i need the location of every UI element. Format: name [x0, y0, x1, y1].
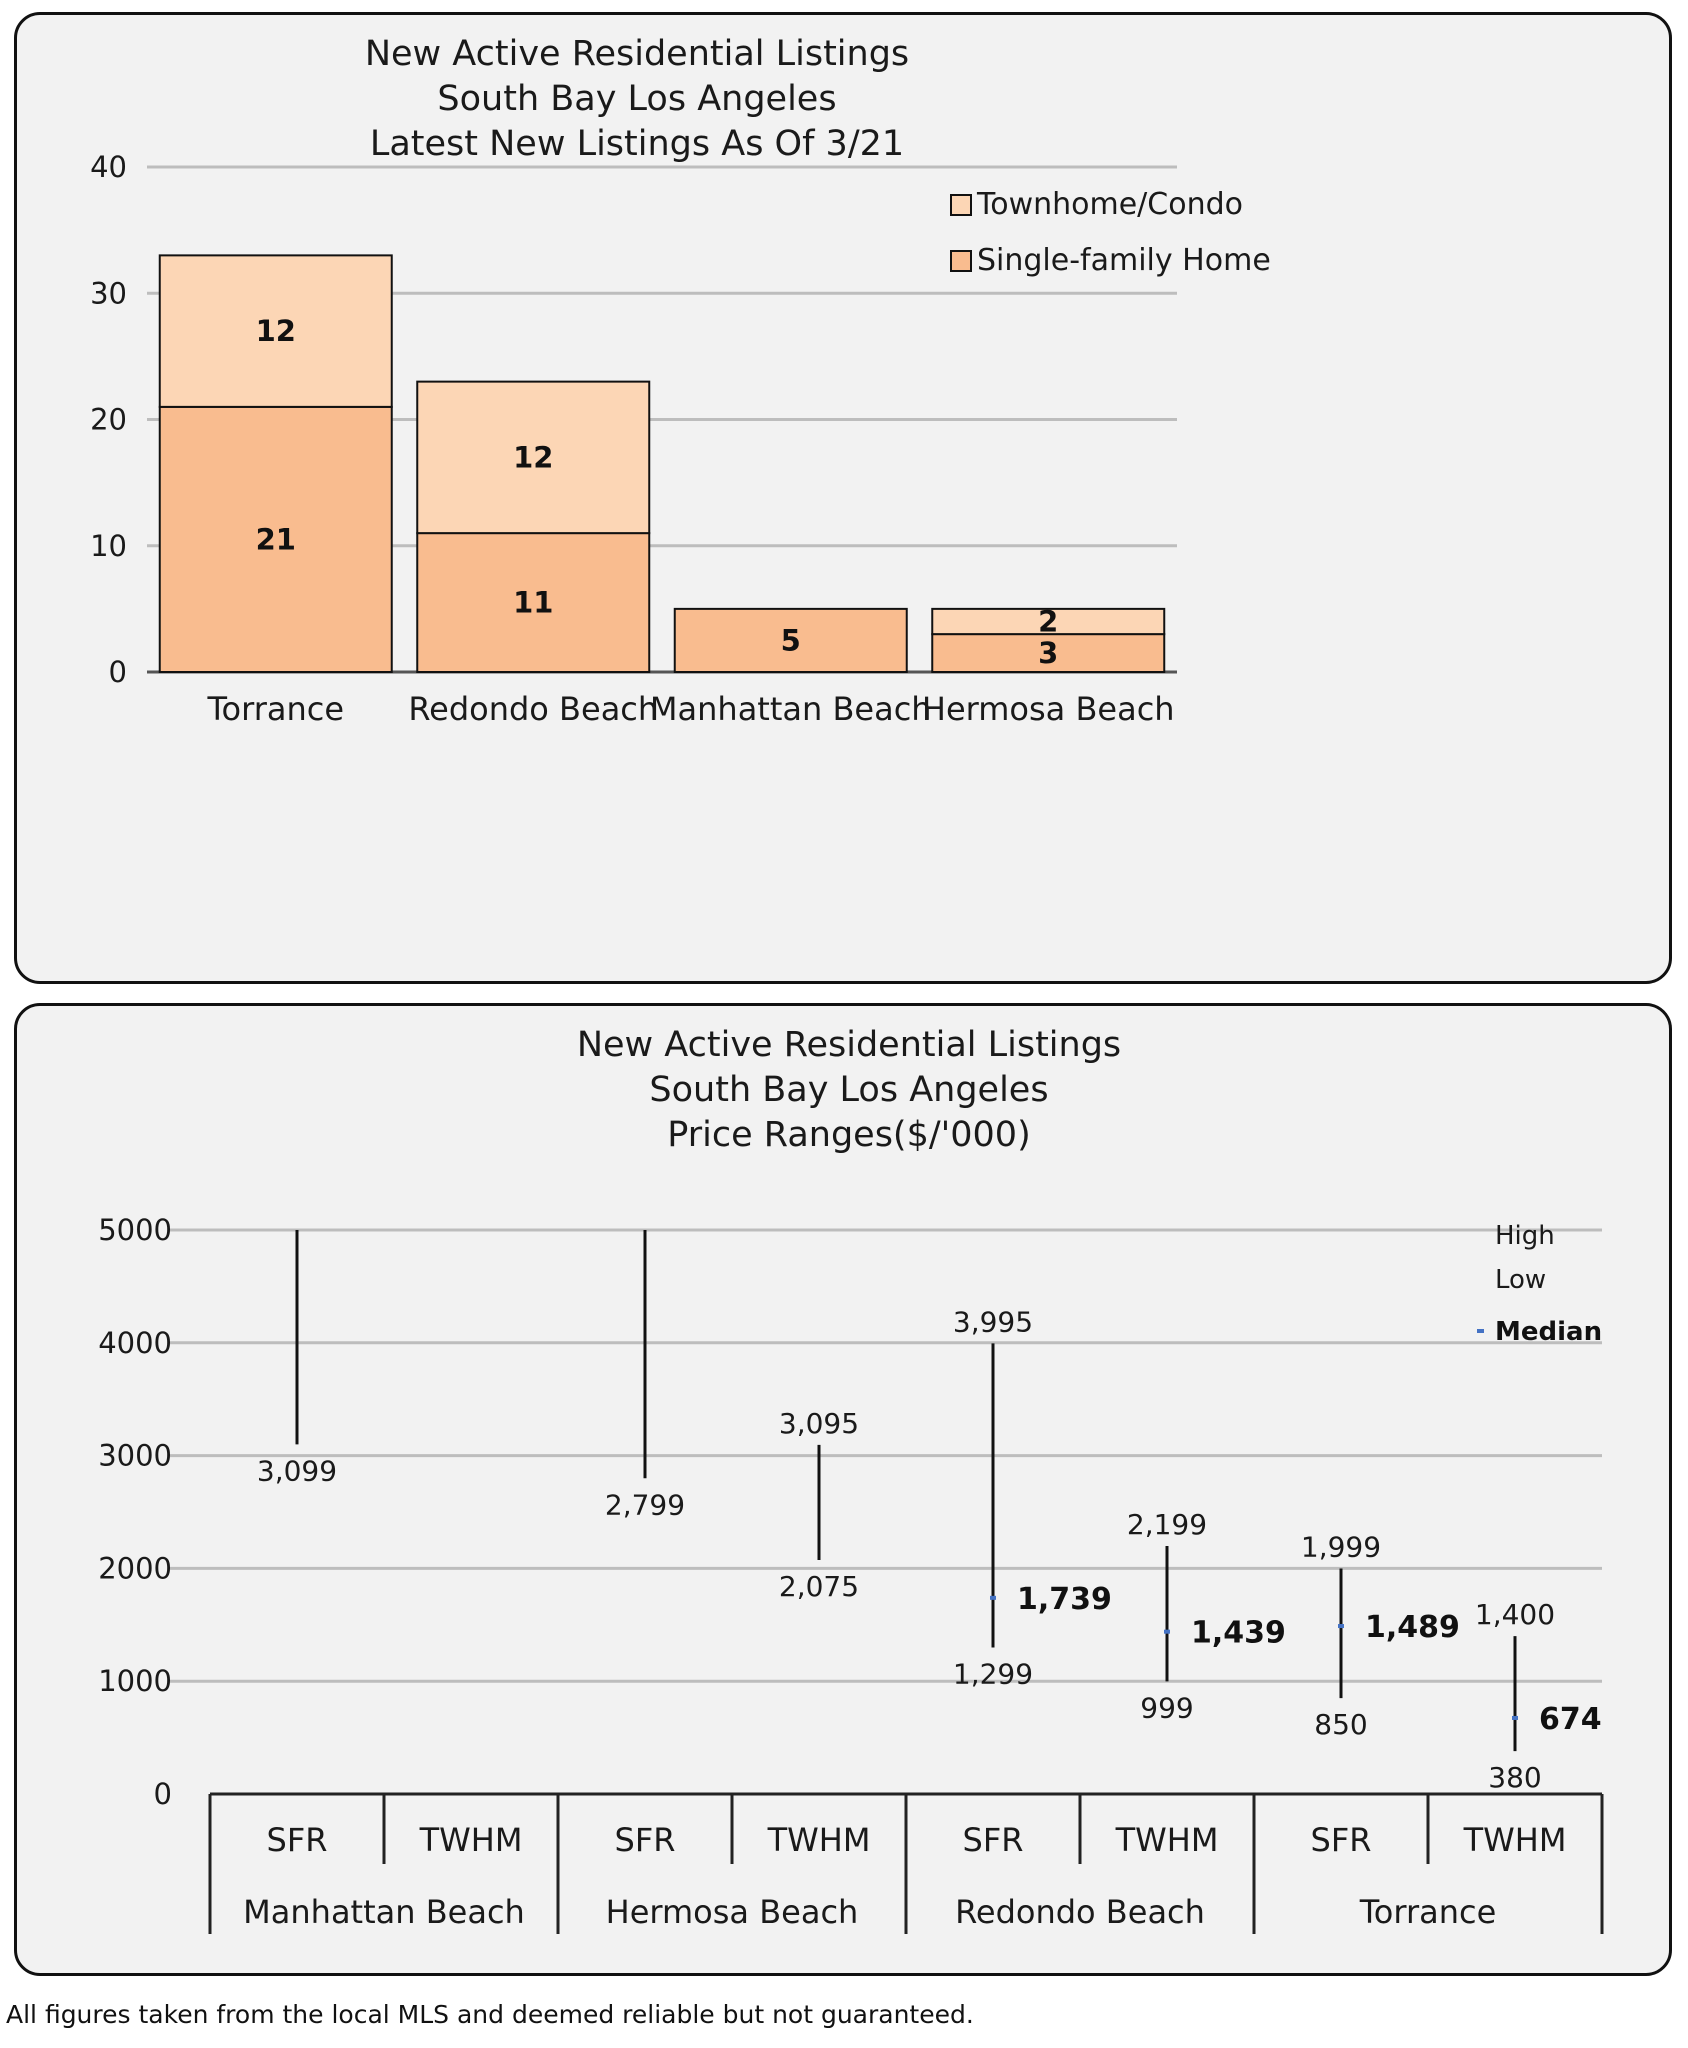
median-value-label: 1,489: [1365, 1610, 1460, 1645]
legend-low-label: Low: [1495, 1265, 1546, 1295]
chart-title-line: Latest New Listings As Of 3/21: [370, 124, 904, 164]
median-marker: [990, 1595, 996, 1600]
chart-title-line: South Bay Los Angeles: [649, 1070, 1048, 1110]
bar-segment: [416, 380, 651, 535]
x-subcategory-label: SFR: [963, 1821, 1024, 1859]
price-range-chart-panel: New Active Residential Listings South Bay…: [14, 1003, 1672, 1976]
y-tick-label: 10: [90, 529, 127, 563]
median-value-label: 1,439: [1191, 1616, 1286, 1651]
high-value-label: 1,999: [1301, 1531, 1381, 1564]
low-value-label: 1,299: [953, 1657, 1033, 1690]
y-tick-label: 3000: [98, 1439, 172, 1473]
bar-value-label: 12: [513, 440, 553, 474]
x-subcategory-label: TWHM: [1115, 1821, 1219, 1859]
x-group-label: Hermosa Beach: [606, 1893, 859, 1931]
legend-median-label: Median: [1495, 1317, 1602, 1347]
x-group-label: Manhattan Beach: [243, 1893, 525, 1931]
chart-title-line: New Active Residential Listings: [365, 34, 909, 74]
bar-value-label: 5: [781, 623, 801, 657]
chart-title-line: Price Ranges($/'000): [667, 1115, 1030, 1155]
y-tick-label: 20: [90, 403, 127, 437]
y-tick-label: 2000: [98, 1551, 172, 1585]
chart-title-line: South Bay Los Angeles: [437, 79, 836, 119]
low-value-label: 2,799: [605, 1488, 685, 1521]
low-value-label: 850: [1314, 1708, 1367, 1741]
legend-median-marker: [1477, 1329, 1484, 1333]
median-value-label: 1,739: [1017, 1582, 1112, 1617]
chart-title-line: New Active Residential Listings: [577, 1025, 1121, 1065]
legend-high-label: High: [1495, 1221, 1555, 1251]
bar-value-label: 11: [513, 586, 553, 620]
legend-label: Single-family Home: [977, 243, 1271, 278]
legend-label: Townhome/Condo: [976, 187, 1243, 222]
bar-value-label: 3: [1038, 636, 1058, 670]
listings-count-chart-panel: New Active Residential Listings South Bay…: [14, 12, 1672, 984]
x-category-label: Manhattan Beach: [650, 690, 932, 728]
footnote: All figures taken from the local MLS and…: [6, 2000, 974, 2029]
y-tick-label: 40: [90, 150, 127, 184]
bar-segment: [673, 607, 908, 673]
bar-value-label: 21: [256, 522, 296, 556]
low-value-label: 999: [1140, 1691, 1193, 1724]
high-value-label: 3,995: [953, 1305, 1033, 1338]
x-subcategory-label: TWHM: [419, 1821, 523, 1859]
low-value-label: 380: [1488, 1761, 1541, 1794]
bar-segment: [158, 254, 393, 408]
x-subcategory-label: TWHM: [1463, 1821, 1567, 1859]
median-marker: [1164, 1629, 1170, 1634]
bar-value-label: 12: [256, 314, 296, 348]
high-value-label: 1,400: [1475, 1598, 1555, 1631]
y-tick-label: 4000: [98, 1326, 172, 1360]
y-tick-label: 5000: [98, 1213, 172, 1247]
median-marker: [1512, 1715, 1518, 1720]
x-category-label: Torrance: [206, 690, 344, 728]
listings-count-chart: New Active Residential Listings South Bay…: [90, 34, 1271, 728]
x-group-label: Redondo Beach: [955, 1893, 1205, 1931]
low-value-label: 2,075: [779, 1570, 859, 1603]
x-category-label: Hermosa Beach: [922, 690, 1175, 728]
x-category-label: Redondo Beach: [408, 690, 658, 728]
price-range-chart: New Active Residential Listings South Bay…: [98, 1025, 1604, 1934]
legend-swatch: [950, 194, 972, 216]
bar-segment: [158, 405, 393, 673]
bar-segment: [931, 607, 1166, 636]
legend-swatch: [950, 250, 972, 272]
y-tick-label: 30: [90, 276, 127, 310]
x-subcategory-label: SFR: [267, 1821, 328, 1859]
high-value-label: 2,199: [1127, 1508, 1207, 1541]
x-group-label: Torrance: [1359, 1893, 1497, 1931]
bar-value-label: 2: [1038, 605, 1058, 639]
median-marker: [1338, 1624, 1344, 1629]
median-value-label: 674: [1539, 1702, 1602, 1737]
x-subcategory-label: TWHM: [767, 1821, 871, 1859]
y-tick-label: 0: [154, 1777, 172, 1811]
high-value-label: 3,095: [779, 1407, 859, 1440]
y-tick-label: 1000: [98, 1664, 172, 1698]
x-subcategory-label: SFR: [1311, 1821, 1372, 1859]
x-subcategory-label: SFR: [615, 1821, 676, 1859]
low-value-label: 3,099: [257, 1454, 337, 1487]
y-tick-label: 0: [109, 655, 127, 689]
